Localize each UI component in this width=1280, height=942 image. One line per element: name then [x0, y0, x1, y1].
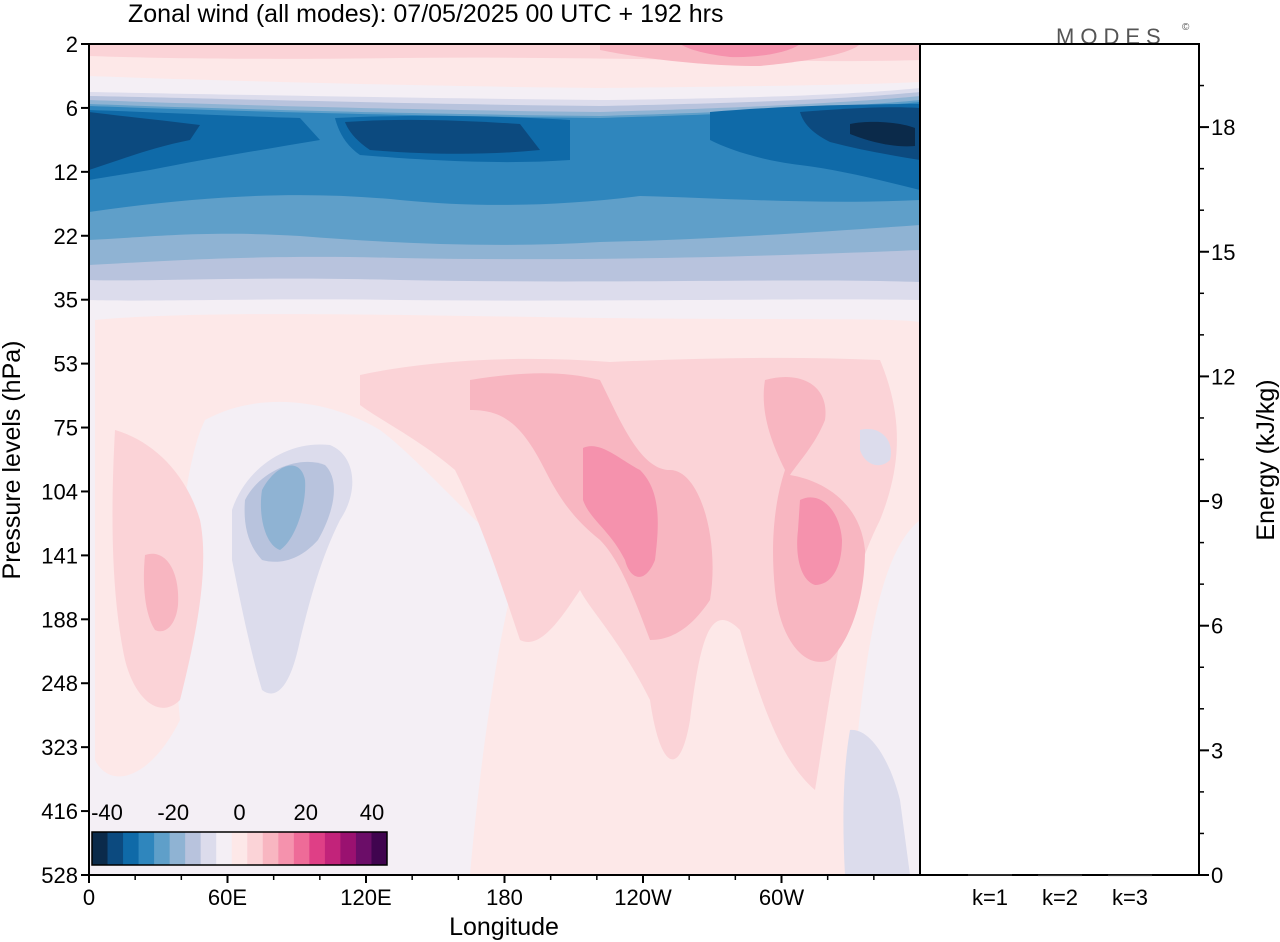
x-tick-label: 60E	[208, 885, 247, 910]
troposphere-westerlies	[89, 300, 920, 875]
wavenumber-axis: k=1 k=2 k=3	[972, 885, 1148, 910]
y-tick-label: 248	[41, 671, 78, 696]
colorbar-tick-label: 20	[294, 800, 318, 825]
y-tick-label: 528	[41, 863, 78, 888]
energy-tick-label: 18	[1211, 115, 1235, 140]
k-tick-label: k=2	[1042, 885, 1078, 910]
colorbar-swatch	[107, 832, 124, 865]
energy-tick-label: 0	[1211, 863, 1223, 888]
stratosphere-layers	[89, 44, 920, 301]
longitude-axis: 0 60E 120E 180 120W 60W	[83, 875, 875, 910]
easterly-core-90e	[232, 429, 910, 875]
x-tick-label: 0	[83, 885, 95, 910]
colorbar-tick-label: -40	[91, 800, 123, 825]
colorbar-swatch	[355, 832, 372, 865]
modes-logo-mark: ©	[1182, 22, 1190, 33]
y-tick-label: 75	[54, 416, 78, 441]
k-tick-label: k=1	[972, 885, 1008, 910]
x-tick-label: 120E	[340, 885, 391, 910]
energy-tick-label: 3	[1211, 738, 1223, 763]
colorbar-swatch	[200, 832, 217, 865]
energy-tick-label: 12	[1211, 364, 1235, 389]
colorbar-tick-label: 0	[233, 800, 245, 825]
y-axis-label: Pressure levels (hPa)	[0, 341, 26, 580]
y-tick-label: 323	[41, 735, 78, 760]
y-tick-label: 12	[54, 160, 78, 185]
energy-tick-label: 9	[1211, 489, 1223, 514]
k-tick-label: k=3	[1112, 885, 1148, 910]
y-tick-label: 104	[41, 479, 78, 504]
colorbar: -40 -20 0 20 40	[91, 800, 388, 866]
x-tick-label: 60W	[759, 885, 804, 910]
y-tick-label: 6	[66, 96, 78, 121]
y-tick-label: 22	[54, 224, 78, 249]
y-tick-label: 53	[54, 352, 78, 377]
energy-bar	[1108, 874, 1152, 877]
energy-panel-frame	[919, 43, 1200, 876]
colorbar-frame	[91, 831, 388, 866]
colorbar-swatch	[231, 832, 248, 865]
colorbar-swatch	[293, 832, 310, 865]
energy-axis-label: Energy (kJ/kg)	[1252, 379, 1280, 540]
colorbar-swatch	[340, 832, 357, 865]
colorbar-swatch	[92, 832, 109, 865]
colorbar-swatch	[371, 832, 388, 865]
chart-title: Zonal wind (all modes): 07/05/2025 00 UT…	[128, 0, 723, 28]
y-tick-label: 35	[54, 288, 78, 313]
energy-tick-label: 6	[1211, 614, 1223, 639]
colorbar-tick-label: 40	[360, 800, 384, 825]
colorbar-swatch	[123, 832, 140, 865]
y-tick-label: 2	[66, 32, 78, 57]
colorbar-swatch	[169, 832, 186, 865]
colorbar-swatch	[278, 832, 295, 865]
energy-tick-label: 15	[1211, 240, 1235, 265]
zonal-wind-heatmap	[89, 44, 920, 875]
energy-bar	[968, 874, 1012, 876]
colorbar-swatch	[309, 832, 326, 865]
pressure-axis: 2 6 12 22 35 53 75 104 141 188 248 323 416 528	[41, 32, 89, 888]
colorbar-swatch	[247, 832, 264, 865]
colorbar-swatch	[262, 832, 279, 865]
y-tick-label: 416	[41, 799, 78, 824]
y-tick-label: 141	[41, 543, 78, 568]
energy-bars	[968, 874, 1152, 877]
colorbar-swatch	[154, 832, 171, 865]
colorbar-swatch	[138, 832, 155, 865]
colorbar-tick-label: -20	[157, 800, 189, 825]
x-tick-label: 120W	[614, 885, 672, 910]
x-axis-label: Longitude	[449, 913, 559, 941]
colorbar-swatch	[324, 832, 341, 865]
energy-bar	[1038, 874, 1082, 877]
y-tick-label: 188	[41, 607, 78, 632]
colorbar-swatch	[185, 832, 202, 865]
energy-axis: 0 3 6 9 12 15 18	[1199, 84, 1235, 888]
x-tick-label: 180	[486, 885, 523, 910]
colorbar-swatch	[216, 832, 233, 865]
